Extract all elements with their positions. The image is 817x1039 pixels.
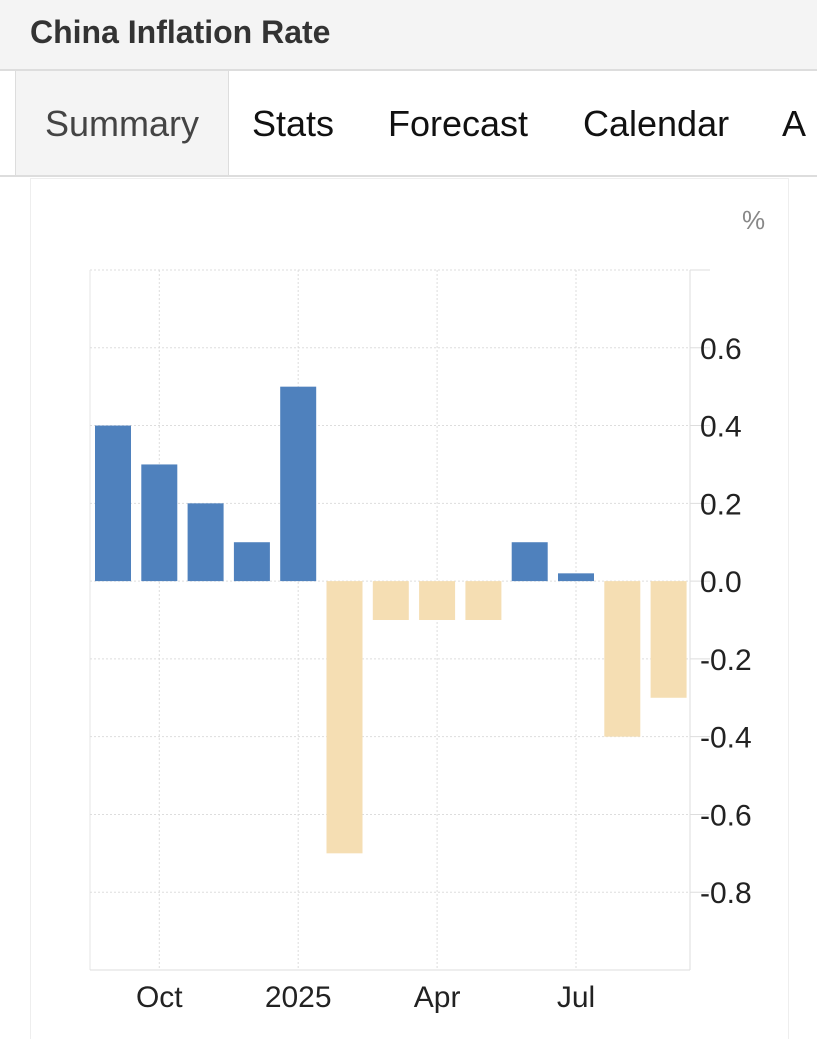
bar-sep-2025 [650, 581, 687, 698]
x-tick-label: Apr [414, 981, 461, 1014]
y-tick-label: 0.4 [700, 411, 742, 444]
tab-summary[interactable]: Summary [15, 71, 229, 175]
bar-may-2025 [465, 581, 502, 620]
y-tick-label: -0.4 [700, 722, 752, 755]
bar-oct-2024 [141, 464, 178, 582]
tab-bar: Summary Stats Forecast Calendar A [0, 71, 817, 177]
y-tick-label: -0.2 [700, 644, 752, 677]
bar-apr-2025 [419, 581, 456, 620]
bar-jun-2025 [511, 542, 548, 582]
page-title: China Inflation Rate [30, 14, 331, 50]
y-tick-label: -0.8 [700, 877, 752, 910]
chart-card [30, 178, 789, 1039]
bar-sep-2024 [95, 425, 131, 582]
bar-jul-2025 [558, 573, 594, 582]
x-tick-label: 2025 [265, 981, 332, 1014]
y-tick-label: -0.6 [700, 799, 752, 832]
bar-dec-2024 [233, 542, 270, 582]
tab-calendar[interactable]: Calendar [583, 103, 730, 144]
tab-stats[interactable]: Stats [252, 103, 335, 144]
bar-jan-2025 [280, 386, 317, 582]
header: China Inflation Rate [0, 0, 817, 71]
x-tick-label: Oct [136, 981, 183, 1014]
y-tick-label: 0.2 [700, 488, 742, 521]
y-tick-label: 0.0 [700, 566, 742, 599]
tab-forecast[interactable]: Forecast [388, 103, 529, 144]
unit-label: % [742, 205, 766, 235]
tab-more[interactable]: A [782, 103, 807, 144]
bar-nov-2024 [187, 503, 224, 582]
y-tick-label: 0.6 [700, 333, 742, 366]
x-tick-label: Jul [557, 981, 595, 1014]
bar-aug-2025 [604, 581, 641, 737]
bar-feb-2025 [326, 581, 363, 854]
bar-mar-2025 [372, 581, 409, 620]
